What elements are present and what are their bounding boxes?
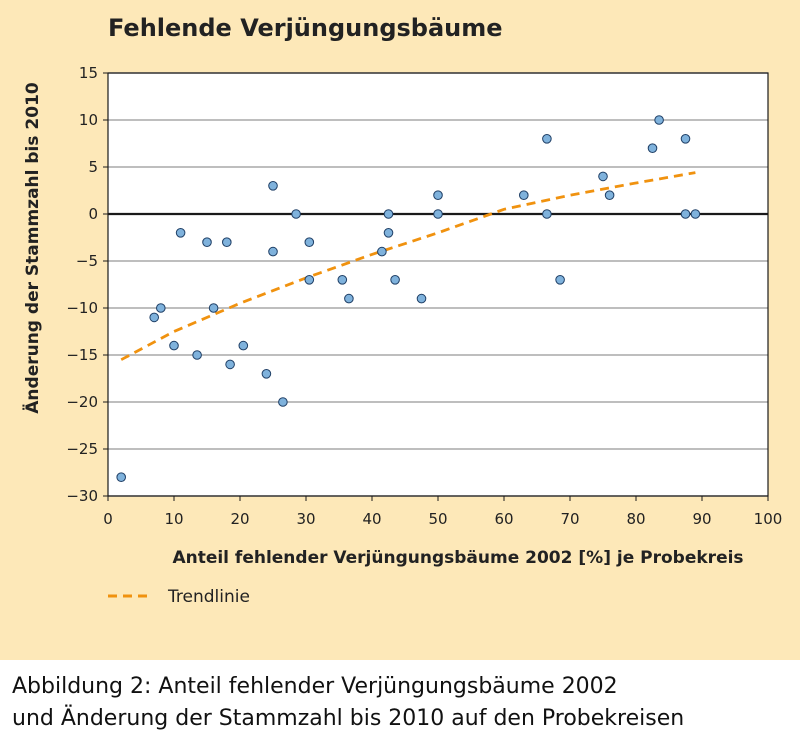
x-tick-label: 90 (692, 510, 711, 528)
x-tick-label: 20 (230, 510, 249, 528)
data-point (542, 134, 552, 144)
caption-line-2: und Änderung der Stammzahl bis 2010 auf … (12, 706, 685, 731)
data-point (519, 190, 529, 200)
trendline-layer (120, 171, 696, 361)
data-point (175, 228, 186, 238)
y-tick-label: −30 (66, 487, 98, 505)
y-tick-label: 5 (88, 158, 98, 176)
x-tick-label: 0 (103, 510, 113, 528)
data-points (116, 115, 701, 483)
data-point (390, 275, 400, 285)
data-point (654, 115, 664, 125)
data-point (304, 237, 315, 247)
data-point (604, 190, 615, 200)
x-tick-labels: 0 10 20 30 40 50 60 70 80 90 100 (103, 496, 782, 528)
data-point (169, 340, 179, 351)
data-point (225, 359, 235, 370)
y-tick-label: 10 (79, 111, 98, 129)
y-tick-label: −15 (66, 346, 98, 364)
y-tick-label: −5 (76, 252, 98, 270)
data-point (344, 293, 354, 304)
scatter-chart: Fehlende Verjüngungsbäume 0 10 20 30 40 50 60 7… (21, 14, 782, 607)
x-tick-label: 30 (296, 510, 315, 528)
x-tick-label: 50 (428, 510, 447, 528)
data-point (433, 190, 443, 200)
figure-panel: Fehlende Verjüngungsbäume 0 10 20 30 40 50 60 7… (0, 0, 800, 660)
data-point (304, 275, 315, 285)
data-point (261, 369, 272, 379)
data-point (416, 293, 427, 304)
data-point (542, 209, 552, 219)
data-point (383, 228, 394, 238)
data-point (555, 275, 565, 285)
y-tick-label: 15 (79, 64, 98, 82)
trendline (120, 171, 696, 361)
x-tick-label: 60 (494, 510, 513, 528)
data-point (291, 209, 301, 219)
data-point (598, 171, 608, 182)
data-point (268, 181, 278, 191)
x-tick-label: 10 (164, 510, 183, 528)
data-point (680, 134, 691, 144)
data-point (192, 350, 202, 360)
plot-area (108, 73, 768, 496)
data-point (268, 246, 278, 257)
x-tick-label: 100 (754, 510, 783, 528)
data-point (116, 472, 126, 483)
y-tick-label: −25 (66, 440, 98, 458)
y-tick-label: 0 (88, 205, 98, 223)
y-axis-label: Änderung der Stammzahl bis 2010 (21, 82, 43, 414)
legend: Trendlinie (108, 587, 250, 607)
y-tick-label: −20 (66, 393, 98, 411)
data-point (156, 303, 166, 313)
data-point (149, 312, 159, 323)
data-point (680, 209, 691, 219)
y-tick-labels: 15 10 5 0 −5 −10 −15 −20 −25 −30 (66, 64, 108, 505)
data-point (278, 397, 288, 407)
data-point (337, 275, 348, 285)
data-point (208, 303, 219, 313)
data-point (690, 209, 701, 219)
caption-line-1: Abbildung 2: Anteil fehlender Verjüngung… (12, 674, 618, 699)
x-tick-label: 40 (362, 510, 381, 528)
x-tick-label: 70 (560, 510, 579, 528)
data-point (202, 237, 212, 247)
data-point (377, 246, 387, 257)
data-point (222, 237, 232, 247)
legend-trendline-label: Trendlinie (167, 587, 250, 607)
figure-caption: Abbildung 2: Anteil fehlender Verjüngung… (12, 671, 792, 735)
x-tick-label: 80 (626, 510, 645, 528)
chart-title: Fehlende Verjüngungsbäume (108, 14, 503, 42)
x-axis-label: Anteil fehlender Verjüngungsbäume 2002 [… (172, 548, 743, 568)
data-point (647, 143, 658, 153)
y-tick-label: −10 (66, 299, 98, 317)
data-point (383, 209, 394, 219)
data-point (238, 340, 249, 351)
data-point (433, 209, 443, 219)
